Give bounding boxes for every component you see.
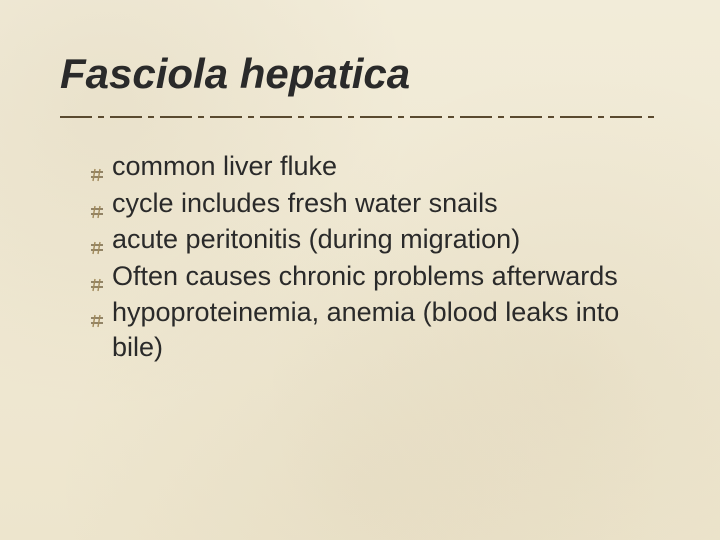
bullet-text: cycle includes fresh water snails	[112, 188, 498, 218]
bullet-item: hypoproteinemia, anemia (blood leaks int…	[90, 295, 660, 364]
bullet-hash-icon	[90, 229, 104, 243]
bullet-text: acute peritonitis (during migration)	[112, 224, 520, 254]
bullet-text: common liver fluke	[112, 151, 337, 181]
bullet-item: Often causes chronic problems afterwards	[90, 259, 660, 294]
bullet-hash-icon	[90, 302, 104, 316]
bullet-list: common liver fluke cycle includes fresh w…	[60, 149, 660, 364]
bullet-item: acute peritonitis (during migration)	[90, 222, 660, 257]
title-divider	[60, 110, 660, 124]
slide-title: Fasciola hepatica	[60, 50, 660, 98]
bullet-text: hypoproteinemia, anemia (blood leaks int…	[112, 297, 619, 362]
bullet-hash-icon	[90, 266, 104, 280]
bullet-hash-icon	[90, 156, 104, 170]
bullet-item: cycle includes fresh water snails	[90, 186, 660, 221]
slide-container: Fasciola hepatica common liver fluke cycl…	[0, 0, 720, 540]
bullet-item: common liver fluke	[90, 149, 660, 184]
bullet-text: Often causes chronic problems afterwards	[112, 261, 618, 291]
bullet-hash-icon	[90, 193, 104, 207]
